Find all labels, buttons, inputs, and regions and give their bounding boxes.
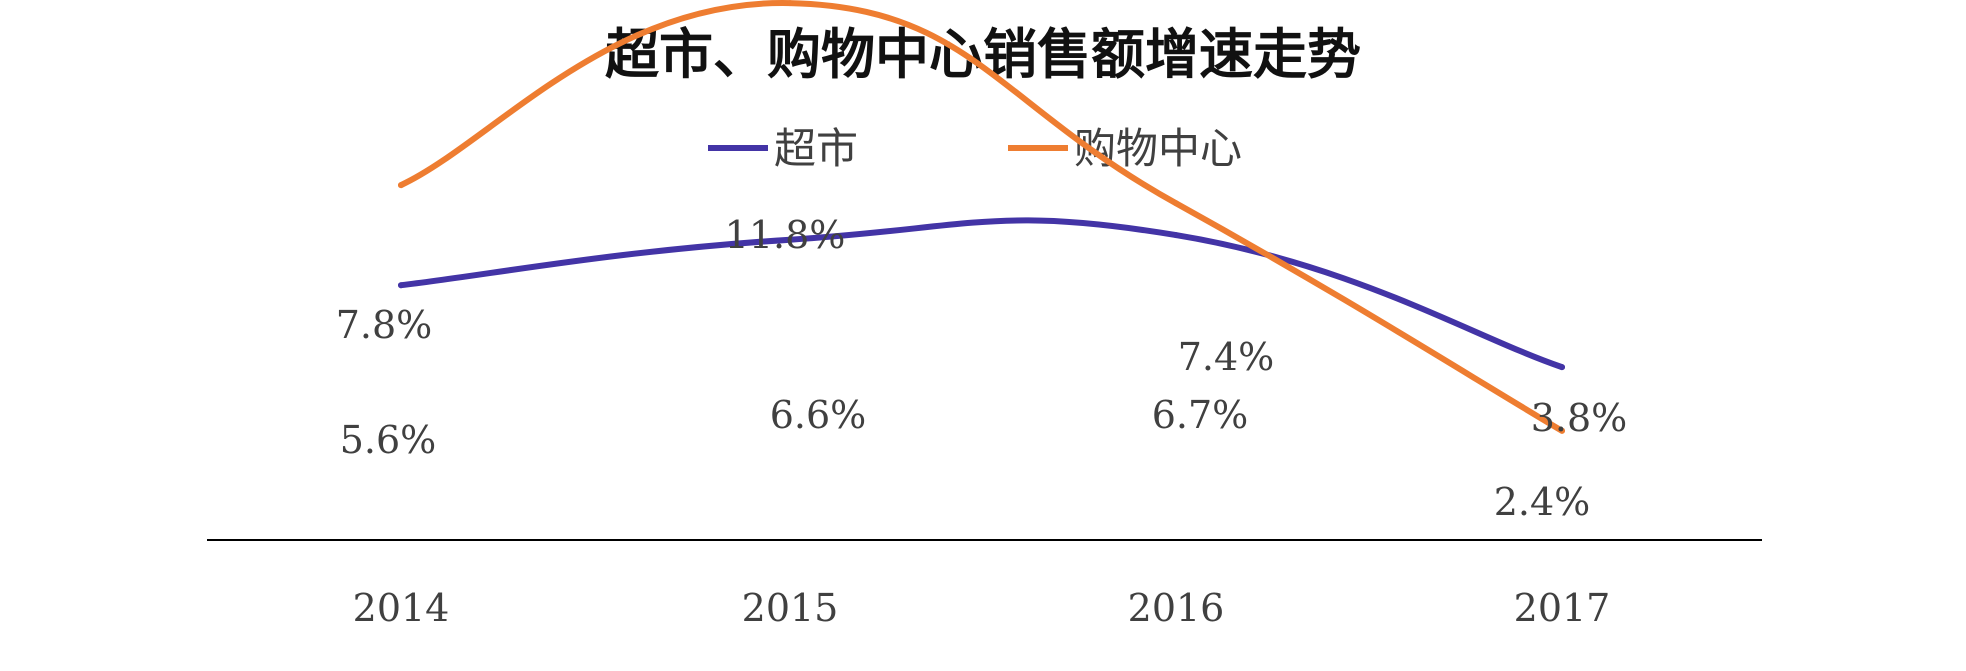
data-label-supermarket-2017: 3.8% [1531,396,1628,440]
data-label-shopping-center-2016: 7.4% [1178,335,1275,379]
data-label-shopping-center-2014: 7.8% [336,303,433,347]
data-point-shopping-center-2015 [787,0,793,7]
data-point-shopping-center-2016 [1173,200,1179,207]
x-tick-label: 2015 [742,586,839,630]
legend-item-shopping-center: 购物中心 [1008,124,1242,173]
data-point-supermarket-2015 [787,236,793,243]
data-point-shopping-center-2017 [1559,427,1565,434]
x-tick-label: 2014 [353,586,450,630]
data-point-shopping-center-2014 [398,182,404,189]
x-axis-ticks: 2014 2015 2016 2017 [353,586,1611,630]
data-label-shopping-center-2017: 2.4% [1494,480,1591,524]
data-point-supermarket-2014 [398,282,404,289]
x-tick-label: 2016 [1128,586,1225,630]
data-label-supermarket-2015: 6.6% [770,393,867,437]
data-point-supermarket-2017 [1559,364,1565,371]
legend: 超市 购物中心 [708,124,1242,173]
legend-item-supermarket: 超市 [708,124,858,173]
series-layer [398,0,1565,434]
data-label-supermarket-2016: 6.7% [1152,393,1249,437]
series-line-shopping-center [398,0,1565,434]
legend-label-shopping-center: 购物中心 [1074,124,1242,173]
chart-title: 超市、购物中心销售额增速走势 [605,23,1361,86]
data-label-supermarket-2014: 5.6% [340,418,437,462]
data-label-shopping-center-2015: 11.8% [725,213,846,257]
x-tick-label: 2017 [1514,586,1611,630]
data-labels: 5.6% 6.6% 6.7% 3.8% 7.8% 11.8% 7.4% 2.4% [336,213,1628,524]
series-line-supermarket [398,217,1565,371]
legend-label-supermarket: 超市 [774,124,858,173]
data-point-supermarket-2016 [1173,232,1179,239]
